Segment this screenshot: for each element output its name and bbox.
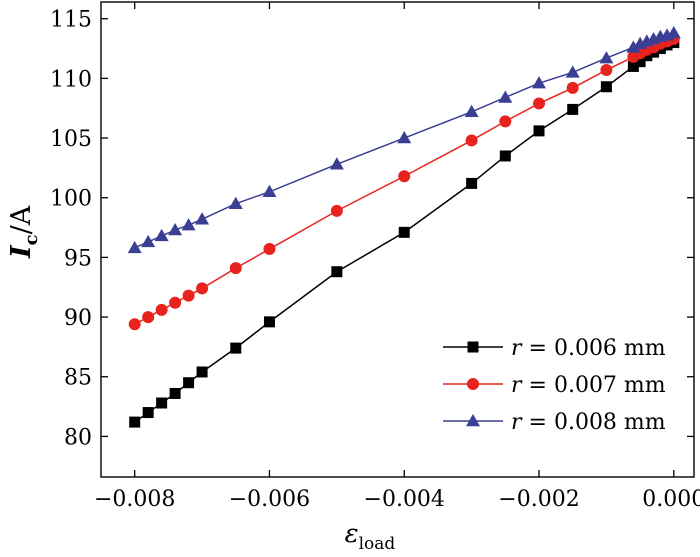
data-point [183,377,195,389]
data-point [567,103,579,115]
legend-label: r = 0.008 mm [511,410,666,435]
data-point [566,81,579,94]
x-tick-label: −0.008 [94,487,175,512]
legend-label-var: r [511,373,523,398]
y-axis-label-unit: /A [6,205,37,234]
x-axis-label: εload [345,519,396,554]
data-point [465,134,478,147]
data-point [142,407,154,419]
data-point [127,240,142,254]
x-tick-label: 0.000 [642,487,700,512]
x-axis-label-symbol: ε [345,519,359,549]
data-point [142,311,155,324]
x-axis-ticks: −0.008 −0.006 −0.004 −0.002 0.000 [94,2,700,512]
data-point [533,97,546,110]
data-point [398,226,410,238]
y-tick-label: 100 [50,187,92,212]
data-point [230,342,242,354]
legend-label: r = 0.007 mm [511,373,666,398]
data-point [129,416,141,428]
data-point [600,81,612,93]
legend-marker [466,414,480,427]
data-point [262,184,277,198]
data-point [466,177,478,189]
data-point [532,76,547,89]
data-point [398,170,411,183]
data-point [195,212,210,225]
y-tick-label: 115 [50,8,92,33]
data-point [156,397,168,409]
data-point [627,60,639,72]
y-tick-label: 85 [64,366,92,391]
data-point [397,131,412,144]
data-point [168,222,183,236]
legend-item: r = 0.006 mm [443,336,666,361]
data-point [141,234,156,248]
legend-label-var: r [511,410,523,435]
plot-frame [100,1,695,478]
data-point [533,125,545,137]
y-tick-label: 90 [64,306,92,331]
x-tick-label: −0.004 [364,487,445,512]
data-point [182,289,195,302]
data-point [128,318,141,331]
legend-item: r = 0.008 mm [443,410,666,435]
data-point [565,65,580,78]
y-axis-label-subscript: c [21,234,42,245]
y-tick-label: 80 [64,425,92,450]
series-circle [128,32,680,331]
data-point [498,90,513,103]
data-point [634,56,646,68]
legend-label-value: = 0.007 mm [522,373,666,398]
x-axis-label-subscript: load [359,534,396,554]
data-point [196,366,208,378]
x-tick-label: −0.002 [498,487,579,512]
data-point [263,316,275,328]
data-point [196,282,209,295]
y-axis-label: Ic/A [6,205,42,259]
y-tick-label: 105 [50,127,92,152]
legend-marker [467,341,479,353]
data-point [499,115,512,128]
series-layer [127,26,681,428]
data-point [154,228,169,242]
data-point [228,196,243,209]
data-point [331,266,343,278]
x-tick-label: −0.006 [229,487,310,512]
y-tick-label: 95 [64,246,92,271]
data-point [181,218,196,231]
data-point [599,51,614,64]
series-triangle [127,26,681,254]
y-tick-label: 110 [50,67,92,92]
legend-marker [467,378,479,390]
data-point [155,303,168,316]
data-point [330,204,343,217]
data-point [169,387,181,399]
legend-label-value: = 0.008 mm [522,410,666,435]
data-point [499,150,511,162]
y-axis-ticks: 80 85 90 95 100 105 110 115 [50,8,694,450]
legend-label-var: r [511,336,523,361]
data-point [600,64,613,77]
y-axis-label-symbol: I [6,244,37,259]
series-square [129,37,680,428]
legend-item: r = 0.007 mm [443,373,666,398]
legend: r = 0.006 mmr = 0.007 mmr = 0.008 mm [443,336,666,435]
data-point [666,26,681,39]
data-point [464,104,479,118]
legend-label: r = 0.006 mm [511,336,666,361]
data-point [263,243,276,256]
data-point [229,262,242,275]
data-point [169,296,182,309]
data-point [329,157,344,170]
legend-label-value: = 0.006 mm [522,336,666,361]
data-point [626,40,641,53]
